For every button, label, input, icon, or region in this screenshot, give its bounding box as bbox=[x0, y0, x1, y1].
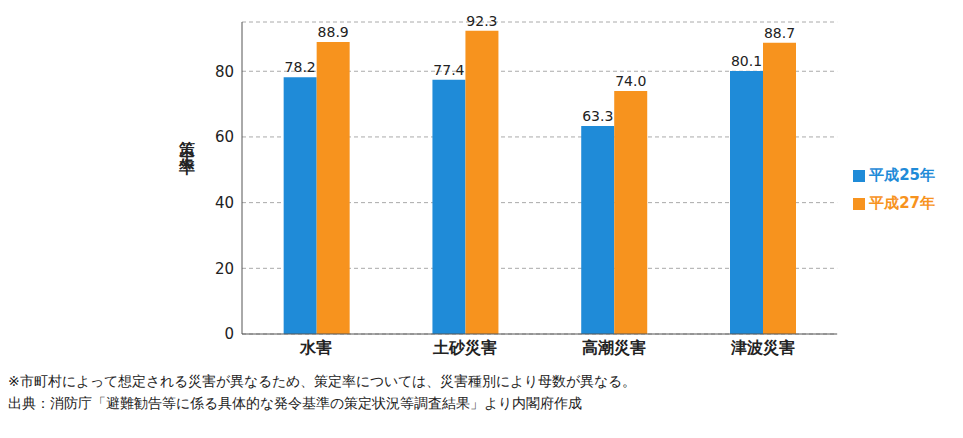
html-text:策定率: 策定率 bbox=[178, 128, 197, 152]
html-text:平成25年: 平成25年 bbox=[869, 166, 935, 184]
svg-text:63.3: 63.3 bbox=[582, 108, 613, 124]
svg-text:88.7: 88.7 bbox=[764, 25, 795, 41]
svg-text:80.1: 80.1 bbox=[731, 53, 762, 69]
svg-text:92.3: 92.3 bbox=[466, 13, 497, 29]
svg-text:津波災害: 津波災害 bbox=[730, 338, 795, 357]
svg-text:40: 40 bbox=[215, 194, 234, 212]
svg-text:80: 80 bbox=[215, 63, 234, 81]
svg-text:74.0: 74.0 bbox=[615, 73, 646, 89]
svg-text:77.4: 77.4 bbox=[433, 62, 464, 78]
svg-text:78.2: 78.2 bbox=[285, 59, 316, 75]
html-text:平成27年: 平成27年 bbox=[869, 194, 935, 212]
svg-text:土砂災害: 土砂災害 bbox=[432, 338, 497, 357]
svg-text:水害: 水害 bbox=[299, 338, 332, 357]
svg-text:88.9: 88.9 bbox=[318, 24, 349, 40]
svg-text:20: 20 bbox=[215, 260, 234, 278]
html-text:※市町村によって想定される災害が異なるため、策定率については: ※市町村によって想定される災害が異なるため、策定率については、災害種別により母数… bbox=[8, 373, 636, 389]
svg-text:高潮災害: 高潮災害 bbox=[582, 338, 646, 357]
svg-text:60: 60 bbox=[215, 128, 234, 146]
html-text:出典：消防庁「避難勧告等に係る具体的な発令基準の策定状況等調: 出典：消防庁「避難勧告等に係る具体的な発令基準の策定状況等調査結果」より内閣府作… bbox=[8, 395, 582, 411]
svg-text:0: 0 bbox=[224, 325, 234, 343]
